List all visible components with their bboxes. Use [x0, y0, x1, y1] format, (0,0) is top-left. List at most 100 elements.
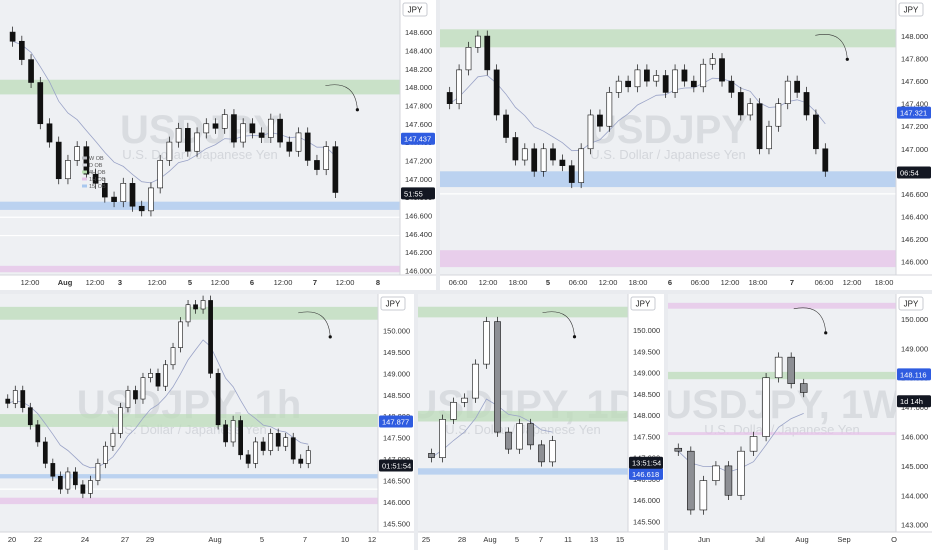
plot-area[interactable] [0, 0, 400, 275]
candle[interactable] [118, 402, 123, 439]
chart-panel-1h[interactable]: USDJPY, 1h U.S. Dollar / Japanese Yen JPY 1… [0, 294, 414, 550]
candle[interactable] [737, 86, 744, 121]
price-axis[interactable] [400, 0, 436, 290]
candle[interactable] [245, 450, 251, 469]
candle[interactable] [12, 385, 18, 409]
candle[interactable] [549, 435, 556, 467]
candle[interactable] [148, 182, 154, 217]
candle[interactable] [9, 26, 16, 47]
candle[interactable] [230, 415, 236, 447]
candle[interactable] [223, 420, 228, 447]
candle[interactable] [155, 368, 161, 391]
candle[interactable] [794, 75, 801, 98]
candle[interactable] [674, 443, 683, 456]
time-axis[interactable] [0, 532, 414, 550]
candle[interactable] [450, 397, 457, 425]
candle[interactable] [587, 109, 594, 155]
candle[interactable] [46, 118, 53, 148]
candle[interactable] [193, 299, 198, 314]
candle[interactable] [138, 200, 145, 217]
candle[interactable] [653, 70, 660, 87]
candle[interactable] [606, 86, 613, 132]
candle[interactable] [474, 30, 481, 53]
candle[interactable] [133, 385, 138, 404]
candle[interactable] [5, 394, 11, 409]
candle[interactable] [290, 432, 296, 464]
candle[interactable] [521, 143, 528, 166]
candle[interactable] [784, 75, 791, 110]
candle[interactable] [57, 471, 63, 494]
candle[interactable] [268, 428, 274, 456]
candle[interactable] [728, 75, 735, 98]
time-axis[interactable] [668, 532, 932, 550]
candle[interactable] [813, 109, 819, 155]
candle[interactable] [50, 458, 56, 482]
candle[interactable] [540, 143, 547, 177]
candle[interactable] [712, 461, 720, 486]
candle[interactable] [166, 136, 173, 166]
candle[interactable] [505, 427, 512, 454]
candle[interactable] [101, 177, 108, 203]
candle[interactable] [699, 475, 708, 515]
candle[interactable] [88, 475, 93, 499]
candle[interactable] [295, 127, 302, 157]
candle[interactable] [65, 154, 71, 185]
chart-panel-hourly-top-left[interactable]: USDJPY U.S. Dollar / Japanese Yen JPY 148.6… [0, 0, 436, 290]
candle[interactable] [527, 418, 534, 450]
candle[interactable] [27, 402, 33, 430]
candle[interactable] [690, 75, 697, 93]
candle[interactable] [238, 415, 244, 460]
candle[interactable] [550, 143, 556, 166]
candle[interactable] [215, 368, 221, 430]
candle[interactable] [175, 122, 182, 148]
candle[interactable] [756, 98, 763, 155]
candle[interactable] [803, 86, 810, 121]
candle[interactable] [774, 352, 783, 383]
candle[interactable] [681, 64, 688, 87]
candle[interactable] [493, 64, 500, 121]
candle[interactable] [74, 141, 81, 166]
currency-button[interactable] [898, 296, 924, 311]
candle[interactable] [472, 359, 479, 403]
candle[interactable] [332, 141, 339, 198]
currency-button[interactable] [402, 2, 428, 17]
candle[interactable] [170, 342, 176, 370]
candle[interactable] [200, 295, 206, 314]
candle[interactable] [483, 316, 490, 369]
chart-panel-intraday-top-right[interactable]: USDJPY U.S. Dollar / Japanese Yen JPY 148.0… [440, 0, 932, 290]
candle[interactable] [439, 414, 446, 463]
candle[interactable] [634, 64, 641, 93]
currency-button[interactable] [380, 296, 406, 311]
candle[interactable] [277, 113, 283, 148]
candle[interactable] [687, 446, 695, 515]
candle[interactable] [799, 378, 808, 398]
candle[interactable] [73, 467, 78, 490]
candle[interactable] [42, 437, 48, 469]
candle[interactable] [662, 70, 669, 98]
candle[interactable] [597, 109, 603, 132]
chart-panel-1w[interactable]: USDJPY, 1W U.S. Dollar / Japanese Yen JPY 1… [668, 294, 932, 550]
plot-area[interactable] [0, 294, 378, 532]
candle[interactable] [184, 122, 191, 157]
currency-button[interactable] [898, 2, 924, 17]
time-axis[interactable] [440, 275, 932, 290]
candle[interactable] [140, 372, 146, 404]
candle[interactable] [286, 136, 293, 157]
candle[interactable] [465, 41, 472, 76]
time-axis[interactable] [0, 275, 436, 290]
candle[interactable] [305, 445, 311, 469]
candle[interactable] [283, 432, 289, 451]
candle[interactable] [258, 127, 265, 143]
candle[interactable] [749, 431, 758, 456]
candle[interactable] [461, 393, 468, 408]
candle[interactable] [762, 372, 770, 442]
candle[interactable] [208, 295, 213, 379]
time-axis[interactable] [418, 532, 664, 550]
candle[interactable] [185, 299, 191, 327]
candle[interactable] [231, 109, 237, 148]
candle[interactable] [80, 480, 86, 499]
candle[interactable] [120, 177, 127, 208]
candle[interactable] [737, 446, 745, 501]
candle[interactable] [240, 118, 247, 148]
candle[interactable] [428, 448, 435, 463]
